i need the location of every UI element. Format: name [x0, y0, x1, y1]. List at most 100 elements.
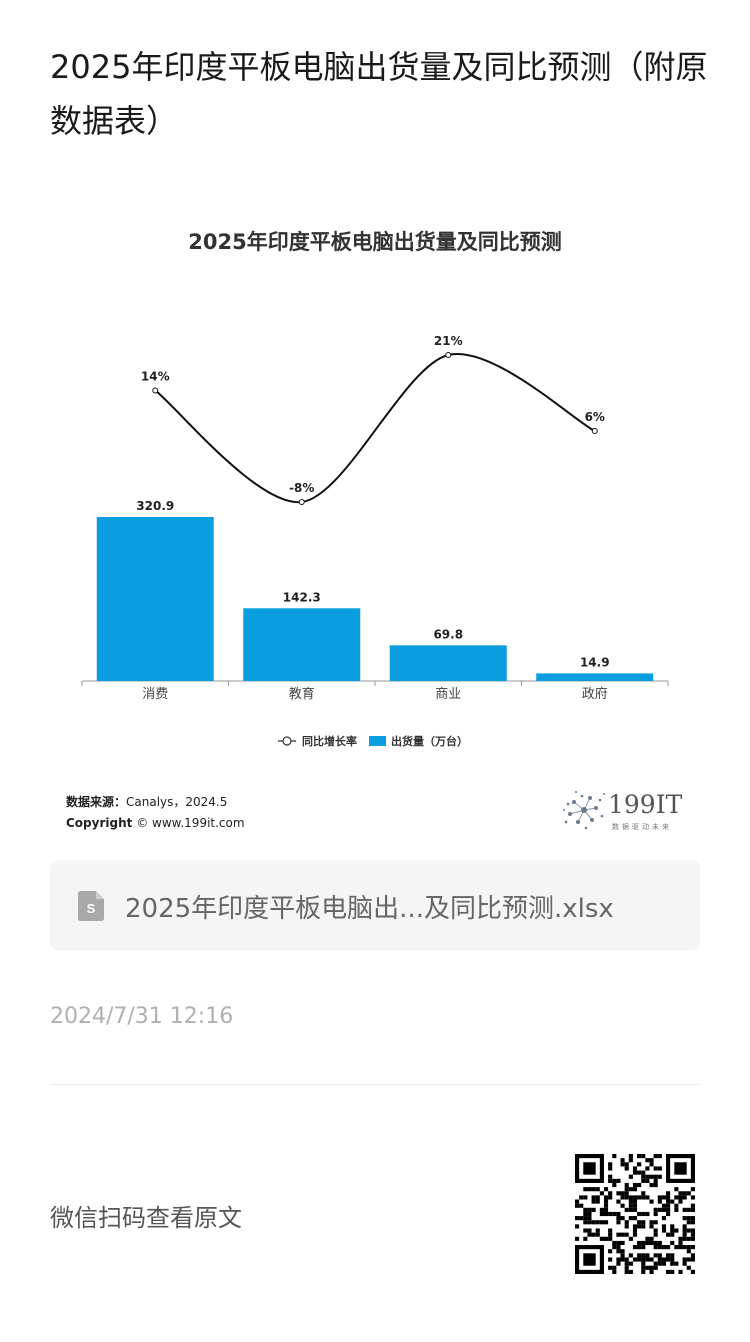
bar-value-label-1: 142.3 — [283, 590, 321, 604]
qr-module — [641, 1178, 646, 1183]
x-tick-label-1: 教育 — [289, 686, 315, 702]
qr-module — [666, 1203, 671, 1208]
qr-module — [603, 1195, 609, 1200]
qr-module — [637, 1154, 642, 1159]
qr-module — [583, 1187, 588, 1192]
growth-rate-point-3 — [591, 428, 598, 435]
qr-module — [670, 1269, 675, 1274]
qr-module — [603, 1220, 609, 1225]
qr-module — [632, 1170, 638, 1175]
qr-module — [653, 1253, 658, 1258]
qr-module — [608, 1191, 613, 1196]
qr-module — [624, 1166, 629, 1171]
copyright-value: © www.199it.com — [136, 816, 245, 830]
qr-module — [649, 1236, 654, 1241]
qr-module — [608, 1265, 613, 1270]
qr-module — [657, 1261, 662, 1266]
qr-code[interactable] — [575, 1154, 695, 1274]
qr-module — [653, 1232, 658, 1237]
qr-module — [678, 1245, 683, 1250]
qr-module — [628, 1261, 633, 1266]
qr-module — [666, 1245, 671, 1250]
qr-module — [620, 1249, 625, 1254]
qr-module — [666, 1195, 671, 1200]
qr-finder-core-tl — [583, 1162, 596, 1175]
qr-module — [657, 1154, 662, 1159]
qr-module — [608, 1162, 613, 1167]
growth-rate-point-1 — [298, 499, 305, 505]
source-label: 数据来源： — [66, 795, 127, 809]
qr-module — [682, 1191, 687, 1196]
legend-bar-swatch — [369, 736, 386, 746]
attachment-file-name: 2025年印度平板电脑出...及同比预测.xlsx — [125, 894, 614, 924]
qr-module — [653, 1245, 658, 1250]
qr-module — [628, 1158, 633, 1163]
qr-module — [632, 1232, 638, 1237]
divider — [50, 1084, 700, 1085]
qr-module — [641, 1257, 646, 1262]
qr-module — [608, 1195, 613, 1200]
qr-module — [674, 1207, 679, 1212]
qr-module — [682, 1245, 687, 1250]
qr-module — [624, 1269, 629, 1274]
qr-module — [649, 1199, 654, 1204]
qr-module — [653, 1220, 658, 1225]
qr-module — [575, 1236, 580, 1241]
attachment-file-card[interactable]: S 2025年印度平板电脑出...及同比预测.xlsx — [50, 860, 700, 950]
qr-module — [624, 1207, 629, 1212]
qr-module — [599, 1207, 604, 1212]
qr-module — [616, 1232, 621, 1237]
qr-module — [587, 1187, 592, 1192]
qr-module — [628, 1269, 633, 1274]
qr-module — [674, 1203, 679, 1208]
qr-module — [632, 1216, 638, 1221]
qr-module — [637, 1182, 642, 1188]
chart: 320.9 消费 142.3 教育 69.8 商业 14.9 政府 14% -8% 21% 6% 同比增… — [81, 334, 669, 748]
qr-module — [670, 1240, 675, 1246]
qr-module — [678, 1269, 683, 1274]
qr-module — [612, 1265, 617, 1270]
qr-module — [608, 1236, 613, 1241]
qr-module — [670, 1261, 675, 1266]
qr-module — [637, 1195, 642, 1200]
qr-module — [587, 1232, 592, 1237]
qr-module — [670, 1257, 675, 1262]
qr-module — [686, 1236, 691, 1241]
qr-module — [583, 1216, 588, 1221]
qr-module — [583, 1207, 588, 1212]
qr-module — [690, 1228, 695, 1233]
qr-module — [645, 1174, 650, 1179]
qr-module — [620, 1253, 625, 1258]
source-block: 数据来源：Canalys，2024.5 Copyright © www.199i… — [66, 792, 245, 834]
qr-module — [632, 1182, 638, 1188]
bar-value-label-3: 14.9 — [580, 655, 610, 669]
qr-module — [632, 1195, 638, 1200]
qr-module — [616, 1220, 621, 1225]
qr-module — [595, 1187, 600, 1192]
qr-module — [579, 1203, 584, 1208]
qr-module — [628, 1236, 633, 1241]
qr-module — [653, 1265, 658, 1270]
qr-module — [620, 1158, 625, 1163]
qr-module — [628, 1203, 633, 1208]
qr-module — [645, 1195, 650, 1200]
x-tick-label-2: 商业 — [435, 687, 461, 702]
qr-module — [641, 1269, 646, 1274]
qr-module — [583, 1236, 588, 1241]
legend-bar-label: 出货量（万台） — [391, 734, 468, 748]
qr-module — [649, 1240, 654, 1246]
qr-module — [624, 1195, 629, 1200]
bar-value-label-0: 320.9 — [136, 499, 174, 513]
qr-module — [628, 1174, 633, 1179]
qr-module — [591, 1232, 596, 1237]
qr-module — [587, 1228, 592, 1233]
qr-module — [661, 1207, 667, 1212]
qr-module — [657, 1245, 662, 1250]
qr-module — [641, 1253, 646, 1258]
qr-module — [624, 1232, 629, 1237]
qr-module — [661, 1228, 667, 1233]
qr-module — [678, 1199, 683, 1204]
qr-module — [616, 1211, 621, 1217]
qr-module — [686, 1228, 691, 1233]
qr-module — [670, 1199, 675, 1204]
